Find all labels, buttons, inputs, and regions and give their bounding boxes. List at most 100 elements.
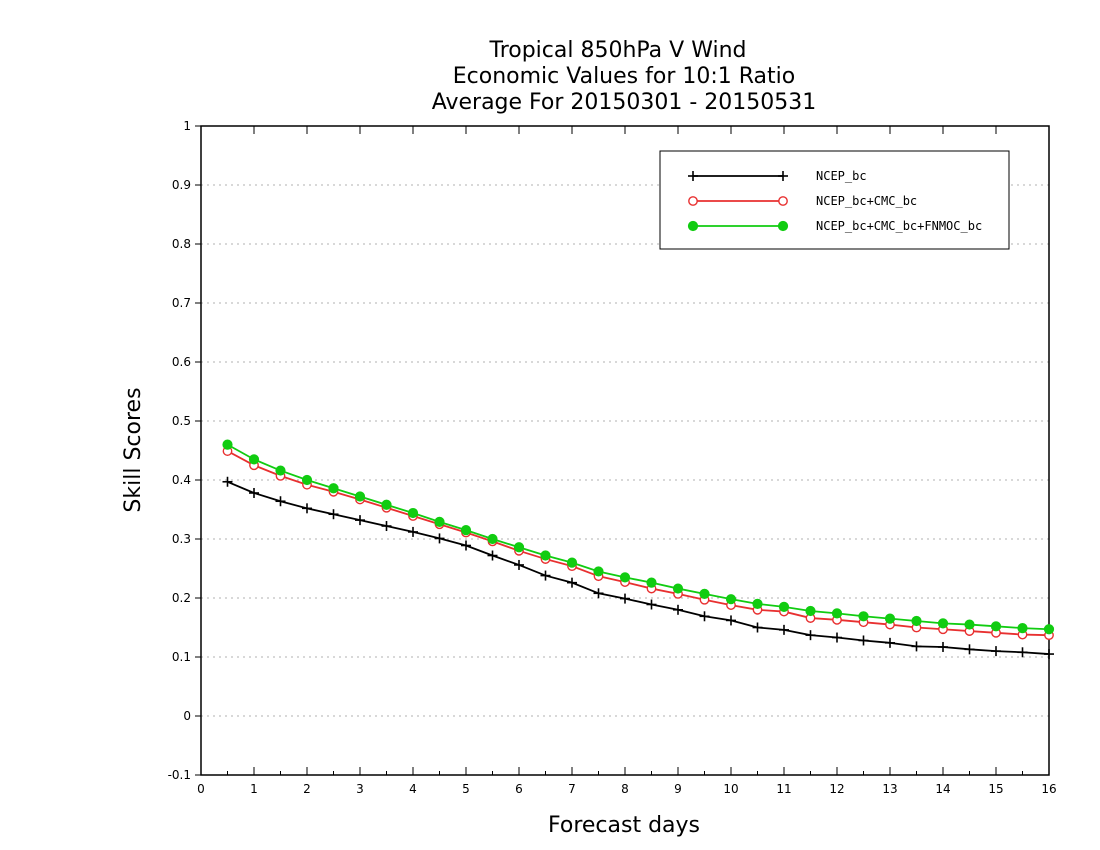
legend-label-0: NCEP_bc: [816, 169, 867, 183]
chart-title-line-2: Economic Values for 10:1 Ratio: [453, 64, 795, 89]
chart-title-line-3: Average For 20150301 - 20150531: [432, 90, 817, 115]
grid: [201, 184, 1049, 717]
x-tick-label-1: 1: [250, 782, 258, 796]
x-tick-label-15: 15: [988, 782, 1003, 796]
x-tick-label-3: 3: [356, 782, 364, 796]
series-0-point-7: [408, 526, 418, 537]
series-2-point-13: [566, 557, 578, 568]
series-2-point-28: [964, 619, 975, 630]
series-0-point-13: [567, 577, 577, 588]
series-2-point-27: [937, 618, 949, 629]
series-0-point-19: [726, 615, 736, 626]
y-tick-label-10: 0.9: [172, 178, 191, 192]
series-0-point-31: [1044, 649, 1054, 660]
series-0-point-28: [964, 644, 975, 655]
legend-marker-end-1: [778, 196, 788, 206]
series-2-point-0: [222, 439, 233, 450]
series-2-point-29: [990, 621, 1002, 632]
series-2-point-15: [619, 572, 631, 583]
y-tick-label-3: 0.2: [172, 591, 191, 605]
series-2-point-5: [354, 491, 366, 502]
x-tick-label-14: 14: [935, 782, 950, 796]
series-2-point-7: [407, 507, 419, 519]
series-2-point-12: [540, 550, 551, 561]
series-2-point-2: [275, 465, 286, 476]
legend-marker-start-1: [688, 196, 698, 206]
x-tick-label-11: 11: [776, 782, 791, 796]
series-2-point-18: [699, 588, 710, 599]
y-tick-label-4: 0.3: [172, 532, 191, 546]
series-2-point-17: [672, 583, 684, 594]
series-0-point-17: [673, 604, 683, 615]
x-tick-label-7: 7: [568, 782, 576, 796]
series-0-point-27: [938, 641, 948, 652]
series-0-point-15: [620, 593, 630, 604]
y-tick-label-11: 1: [183, 119, 191, 133]
y-tick-label-0: -0.1: [168, 768, 191, 782]
series-line-1: [227, 450, 1050, 637]
y-tick-label-2: 0.1: [172, 650, 191, 664]
x-tick-label-9: 9: [674, 782, 682, 796]
series-0-point-23: [832, 632, 842, 643]
legend-marker-end-0: [778, 171, 788, 181]
series-0-point-10: [487, 550, 498, 561]
x-tick-label-4: 4: [409, 782, 417, 796]
series-2-point-24: [858, 611, 869, 622]
series-2-point-26: [911, 615, 922, 627]
legend-label-2: NCEP_bc+CMC_bc+FNMOC_bc: [816, 219, 982, 233]
legend-marker-start-2: [687, 220, 699, 232]
series-0-point-25: [885, 637, 895, 648]
legend-marker-start-0: [688, 171, 698, 181]
y-tick-label-5: 0.4: [172, 473, 191, 487]
series-0-point-14: [593, 588, 604, 599]
series-0-point-12: [540, 570, 551, 581]
series-2-point-8: [434, 516, 445, 527]
series-2-point-30: [1017, 622, 1028, 634]
series-2-point-10: [487, 533, 498, 545]
series-2-point-21: [778, 601, 790, 612]
y-tick-label-9: 0.8: [172, 237, 191, 251]
series-2-point-4: [328, 483, 339, 494]
series-0-point-1: [249, 487, 259, 498]
series-0-point-21: [779, 624, 789, 635]
y-axis-label: Skill Scores: [121, 387, 146, 512]
series-2-point-25: [884, 613, 896, 624]
legend-label-1: NCEP_bc+CMC_bc: [816, 194, 917, 208]
series-2-point-31: [1043, 624, 1055, 635]
series-0-point-3: [302, 503, 312, 514]
series-0-point-16: [646, 599, 657, 610]
series-0-point-9: [461, 540, 471, 551]
series-0-point-4: [328, 509, 339, 520]
y-tick-label-1: 0: [183, 709, 191, 723]
series-2-point-3: [301, 474, 313, 486]
series-0-point-6: [381, 521, 392, 532]
series-0-point-5: [355, 515, 365, 526]
legend-box: [659, 150, 1010, 250]
series-0-point-29: [991, 646, 1001, 657]
x-tick-label-13: 13: [882, 782, 897, 796]
series-2-point-20: [752, 598, 763, 610]
series-2-point-14: [593, 566, 604, 577]
chart-title-line-1: Tropical 850hPa V Wind: [488, 38, 746, 63]
series-2-point-11: [513, 542, 525, 553]
series: [222, 439, 1055, 660]
series-2-point-9: [460, 525, 472, 536]
x-tick-label-5: 5: [462, 782, 470, 796]
y-tick-label-6: 0.5: [172, 414, 191, 428]
x-tick-label-6: 6: [515, 782, 523, 796]
series-0-point-2: [275, 496, 286, 507]
series-2-point-23: [831, 608, 843, 619]
legend: NCEP_bc NCEP_bc+CMC_bc NCEP_bc+CMC_bc+FNMO…: [659, 150, 1010, 250]
y-tick-label-8: 0.7: [172, 296, 191, 310]
x-tick-label-2: 2: [303, 782, 311, 796]
series-2-point-1: [248, 454, 260, 465]
x-tick-label-10: 10: [723, 782, 738, 796]
x-tick-label-0: 0: [197, 782, 205, 796]
series-0-point-20: [752, 622, 763, 633]
series-0-point-0: [222, 476, 233, 487]
series-0-point-18: [699, 611, 710, 622]
x-tick-label-8: 8: [621, 782, 629, 796]
series-0-point-8: [434, 533, 445, 544]
